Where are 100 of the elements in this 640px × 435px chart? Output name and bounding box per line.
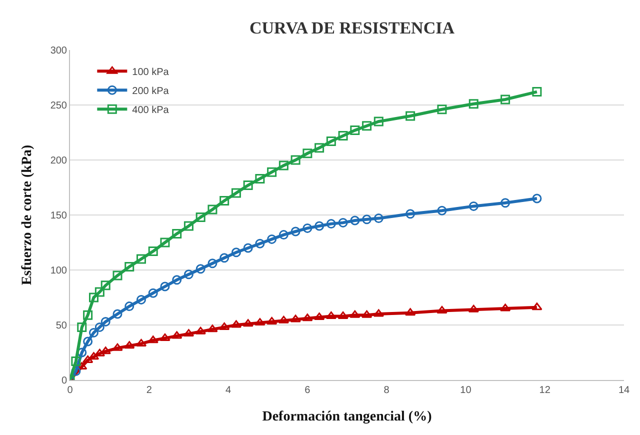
x-tick-label: 12 — [539, 385, 551, 396]
point — [350, 310, 360, 318]
point — [160, 333, 170, 341]
point — [77, 322, 87, 332]
point — [350, 126, 360, 136]
point — [532, 302, 542, 310]
y-tick-label: 0 — [61, 376, 68, 386]
point — [243, 180, 253, 190]
y-tick-label: 200 — [50, 156, 68, 166]
point — [231, 248, 241, 258]
point — [468, 99, 478, 109]
point — [160, 238, 170, 248]
point — [71, 366, 81, 376]
legend-label: 400 kPa — [132, 105, 170, 116]
point — [437, 104, 447, 114]
point — [148, 246, 158, 256]
x-tick-label: 10 — [460, 385, 472, 396]
point — [148, 336, 158, 344]
point — [437, 206, 447, 216]
point — [278, 230, 288, 240]
point — [94, 287, 104, 297]
x-axis-title: Deformación tangencial (%) — [262, 409, 432, 424]
y-tick-label: 250 — [50, 100, 68, 112]
point — [314, 221, 324, 231]
point — [267, 167, 277, 177]
point — [100, 280, 110, 290]
point — [338, 131, 348, 141]
point — [326, 219, 336, 229]
point — [302, 148, 312, 158]
point — [406, 111, 416, 121]
point — [88, 292, 98, 302]
point — [436, 306, 448, 314]
x-tick-label: 8 — [384, 385, 390, 396]
point — [242, 319, 254, 327]
point — [112, 343, 123, 351]
point — [83, 336, 93, 346]
point — [500, 94, 510, 104]
point — [254, 318, 266, 326]
point — [532, 87, 542, 97]
y-tick-label: 300 — [50, 46, 68, 56]
point — [290, 314, 301, 322]
point — [362, 121, 372, 131]
y-tick-label: 50 — [56, 320, 68, 332]
point — [124, 302, 134, 312]
y-tick-label: 100 — [50, 266, 68, 276]
point — [532, 194, 542, 204]
y-tick-label: 150 — [50, 210, 68, 222]
point — [148, 288, 158, 298]
point — [374, 214, 384, 224]
point — [172, 275, 182, 285]
point — [136, 294, 146, 304]
point — [184, 270, 194, 280]
x-tick-label: 4 — [226, 385, 232, 396]
x-tick-label: 6 — [304, 385, 311, 396]
point — [338, 218, 348, 228]
point — [172, 228, 182, 238]
point — [314, 143, 324, 153]
point — [220, 196, 230, 206]
point — [220, 253, 230, 263]
point — [468, 201, 478, 211]
point — [71, 356, 81, 366]
point — [290, 226, 300, 236]
point — [374, 116, 384, 126]
point — [302, 223, 312, 233]
point — [302, 314, 313, 322]
point — [362, 214, 372, 224]
point — [208, 258, 218, 268]
point — [500, 198, 510, 208]
point — [136, 254, 146, 264]
point — [207, 324, 218, 332]
point — [468, 304, 479, 312]
point — [196, 212, 206, 222]
point — [243, 243, 253, 253]
point — [196, 264, 206, 274]
point — [184, 221, 194, 231]
point — [124, 262, 134, 272]
point — [195, 326, 206, 334]
point — [112, 309, 122, 319]
x-tick-label: 2 — [146, 385, 152, 396]
point — [338, 311, 348, 319]
y-axis-title: Esfuerzo de corte (kPa) — [20, 144, 35, 286]
point — [112, 270, 122, 280]
point — [255, 174, 265, 184]
point — [231, 188, 241, 198]
x-tick-label: 14 — [618, 385, 630, 396]
point — [77, 348, 87, 358]
legend-label: 200 kPa — [132, 86, 170, 97]
point — [290, 155, 300, 165]
point — [278, 160, 288, 170]
point — [255, 238, 265, 248]
point — [88, 328, 98, 338]
point — [326, 136, 336, 146]
point — [100, 346, 111, 354]
legend-label: 100 kPa — [132, 67, 170, 78]
point — [208, 204, 218, 214]
point — [350, 216, 360, 226]
point — [160, 282, 170, 292]
point — [83, 310, 93, 320]
point — [100, 316, 110, 326]
point — [267, 234, 277, 244]
